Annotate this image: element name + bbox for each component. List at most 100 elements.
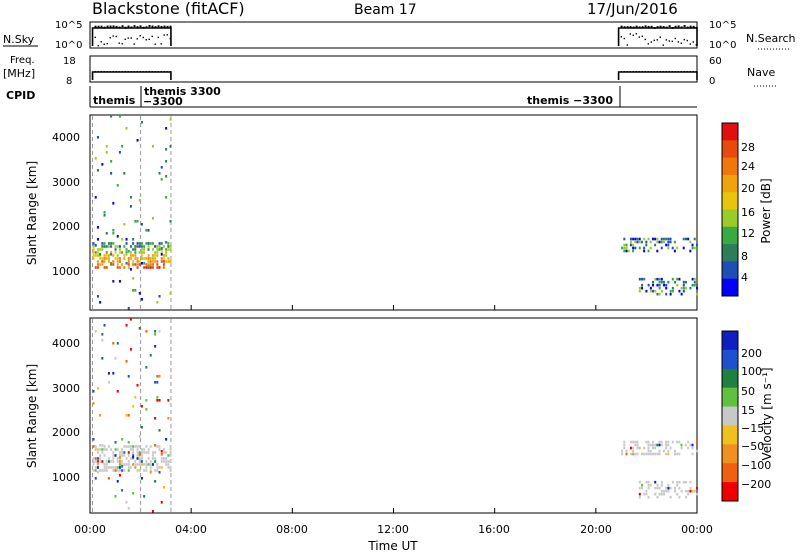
nsearch-point bbox=[115, 35, 117, 38]
nsearch-point bbox=[647, 43, 649, 45]
scatter-cell bbox=[127, 463, 130, 466]
scatter-cell bbox=[162, 448, 165, 451]
scatter-cell bbox=[136, 469, 139, 472]
scatter-cell bbox=[138, 245, 141, 248]
scatter-cell bbox=[621, 452, 624, 456]
nsky-point bbox=[686, 26, 689, 29]
scatter-cell bbox=[114, 469, 117, 472]
nsearch-point bbox=[157, 36, 159, 39]
scatter-cell bbox=[143, 251, 146, 254]
scatter-cell bbox=[169, 292, 172, 295]
scatter-cell bbox=[165, 160, 168, 163]
scatter-cell bbox=[103, 454, 106, 457]
scatter-cell bbox=[132, 277, 135, 280]
scatter-cell bbox=[676, 480, 679, 484]
scatter-cell bbox=[125, 253, 128, 256]
scatter-cell bbox=[671, 480, 674, 484]
scatter-cell bbox=[127, 375, 130, 378]
scatter-cell bbox=[651, 440, 654, 444]
nsky-right-tick-bottom: 10^0 bbox=[709, 40, 736, 51]
scatter-cell bbox=[96, 457, 99, 460]
power-colorbar bbox=[722, 123, 738, 297]
scatter-cell bbox=[167, 454, 170, 457]
scatter-cell bbox=[107, 445, 110, 448]
scatter-cell bbox=[127, 263, 130, 266]
scatter-cell bbox=[143, 262, 146, 265]
nsky-point bbox=[118, 26, 121, 29]
velocity-cbar-tick-15: 15 bbox=[741, 404, 755, 417]
scatter-cell bbox=[105, 469, 108, 472]
scatter-cell bbox=[94, 466, 97, 469]
scatter-cell bbox=[103, 448, 106, 451]
scatter-cell bbox=[151, 266, 154, 269]
scatter-cell bbox=[101, 260, 104, 263]
nave-point bbox=[97, 71, 99, 73]
scatter-cell bbox=[640, 240, 643, 244]
scatter-cell bbox=[156, 469, 159, 472]
nsearch-point bbox=[668, 40, 670, 42]
nsky-point bbox=[133, 25, 136, 28]
nsearch-point bbox=[166, 34, 168, 36]
scatter-cell bbox=[691, 277, 694, 281]
scatter-cell bbox=[623, 440, 626, 444]
scatter-cell bbox=[667, 243, 670, 247]
scatter-cell bbox=[676, 283, 679, 287]
scatter-cell bbox=[136, 448, 139, 451]
x-axis-label: Time UT bbox=[367, 539, 418, 553]
scatter-cell bbox=[125, 248, 128, 251]
scatter-cell bbox=[114, 251, 117, 254]
scatter-cell bbox=[134, 257, 137, 260]
colorbar-step bbox=[722, 140, 738, 159]
scatter-cell bbox=[94, 448, 97, 451]
scatter-cell bbox=[656, 277, 659, 281]
nave-point bbox=[632, 71, 634, 73]
scatter-cell bbox=[684, 237, 687, 241]
scatter-cell bbox=[165, 254, 168, 257]
scatter-cell bbox=[116, 266, 119, 269]
scatter-cell bbox=[136, 451, 139, 454]
scatter-cell bbox=[169, 145, 172, 148]
scatter-cell bbox=[649, 246, 652, 250]
scatter-cell bbox=[169, 245, 172, 248]
nsky-point bbox=[157, 25, 160, 28]
scatter-cell bbox=[116, 184, 119, 187]
scatter-cell bbox=[132, 260, 135, 263]
scatter-cell bbox=[138, 242, 141, 245]
scatter-cell bbox=[696, 292, 699, 296]
scatter-cell bbox=[158, 429, 161, 432]
scatter-cell bbox=[151, 145, 154, 148]
scatter-cell bbox=[154, 345, 157, 348]
scatter-cell bbox=[165, 251, 168, 254]
nsky-point bbox=[656, 26, 659, 29]
nsearch-point bbox=[665, 39, 667, 41]
colorbar-step bbox=[722, 226, 738, 245]
scatter-cell bbox=[638, 246, 641, 250]
scatter-cell bbox=[658, 492, 661, 496]
scatter-cell bbox=[696, 286, 699, 290]
scatter-cell bbox=[121, 463, 124, 466]
nsky-point bbox=[139, 25, 142, 28]
colorbar-step bbox=[722, 463, 738, 483]
scatter-cell bbox=[154, 333, 157, 336]
scatter-cell bbox=[656, 486, 659, 490]
scatter-cell bbox=[682, 280, 685, 284]
scatter-cell bbox=[125, 445, 128, 448]
nsky-point bbox=[644, 25, 647, 28]
scatter-cell bbox=[645, 452, 648, 456]
scatter-cell bbox=[121, 263, 124, 266]
scatter-cell bbox=[623, 246, 626, 250]
scatter-cell bbox=[154, 254, 157, 257]
scatter-cell bbox=[634, 246, 637, 250]
scatter-cell bbox=[685, 495, 688, 499]
scatter-cell bbox=[121, 465, 124, 468]
scatter-cell bbox=[632, 452, 635, 456]
nsearch-point bbox=[109, 37, 111, 39]
scatter-cell bbox=[96, 254, 99, 257]
scatter-cell bbox=[92, 460, 95, 463]
scatter-cell bbox=[145, 460, 148, 463]
scatter-cell bbox=[94, 460, 97, 463]
scatter-cell bbox=[92, 463, 95, 466]
nsearch-point bbox=[100, 41, 102, 43]
scatter-cell bbox=[112, 457, 115, 460]
scatter-cell bbox=[96, 248, 99, 251]
